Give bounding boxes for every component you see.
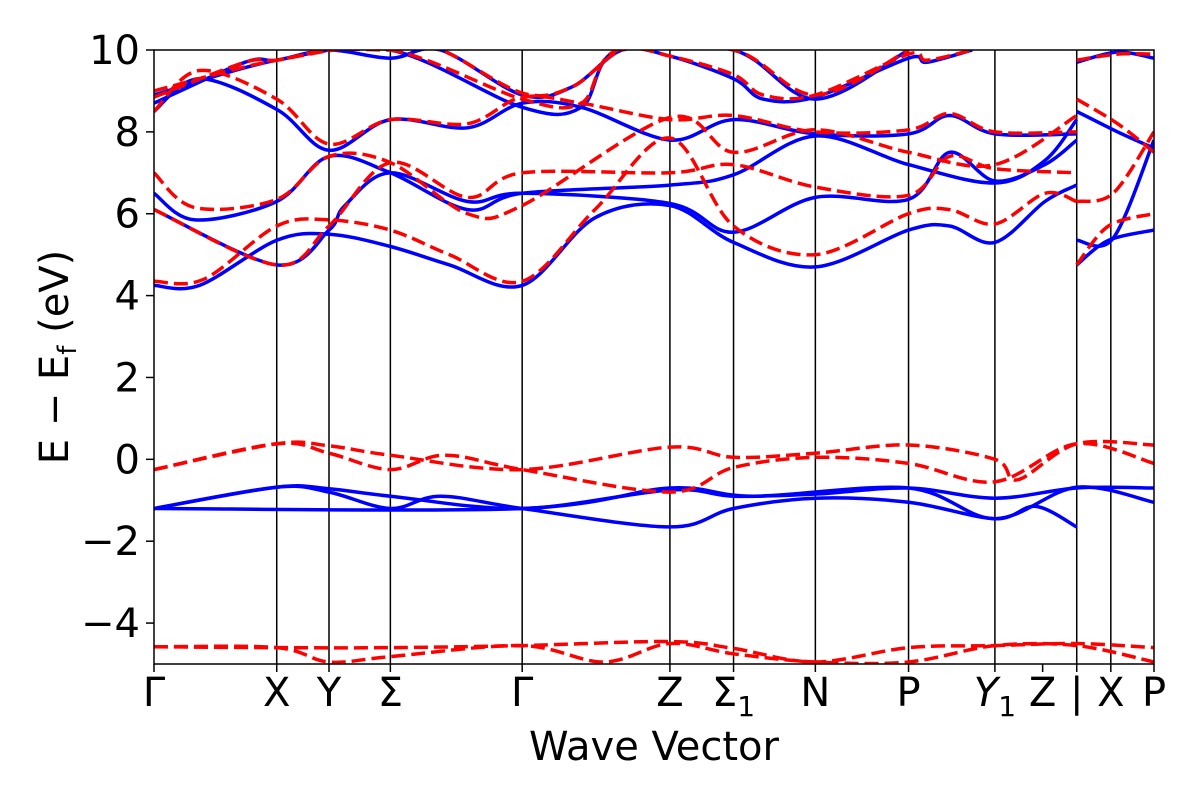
band-dashed-red bbox=[154, 441, 1154, 494]
y-tick-label: 10 bbox=[89, 28, 140, 74]
x-tick-label: Z bbox=[656, 670, 683, 716]
y-axis-title: E − Ef (eV) bbox=[32, 250, 83, 465]
band-solid-blue bbox=[154, 485, 1154, 521]
x-tick-label: P bbox=[896, 670, 920, 716]
x-tick-label: Γ bbox=[143, 670, 166, 716]
y-tick-label: 8 bbox=[115, 110, 140, 156]
y-axis-title-unit: (eV) bbox=[32, 250, 78, 346]
band-solid-blue bbox=[154, 118, 1079, 222]
x-tick-label: X bbox=[263, 670, 290, 716]
x-tick-label: N bbox=[800, 670, 830, 716]
band-dashed-red bbox=[1076, 130, 1154, 204]
x-axis-title: Wave Vector bbox=[529, 724, 780, 770]
y-tick-label: 6 bbox=[115, 192, 140, 238]
plot-frame bbox=[153, 49, 1155, 665]
band-solid-blue bbox=[1075, 228, 1154, 267]
x-tick-label: X bbox=[1097, 670, 1124, 716]
y-tick-label: −2 bbox=[81, 519, 140, 565]
band-dashed-red bbox=[154, 114, 1078, 221]
y-axis-ticks: −4 −2 0 2 4 6 8 10 bbox=[81, 28, 154, 647]
x-tick-label: Z bbox=[1029, 670, 1056, 716]
band-dashed-red bbox=[1075, 211, 1154, 267]
y-axis-title-main: E − E bbox=[32, 355, 78, 465]
band-solid-blue bbox=[1075, 109, 1154, 150]
band-dashed-red bbox=[154, 153, 1077, 267]
band-solid-blue bbox=[154, 183, 1078, 291]
y-axis-title-subscript: f bbox=[53, 345, 83, 355]
x-tick-label: Γ bbox=[511, 670, 534, 716]
band-dashed-red bbox=[154, 68, 1077, 147]
band-dashed-red bbox=[154, 50, 910, 110]
y-tick-label: −4 bbox=[81, 601, 140, 647]
y-tick-label: 4 bbox=[115, 274, 140, 320]
band-lines bbox=[154, 50, 1154, 664]
y-tick-label: 0 bbox=[115, 437, 140, 483]
band-dashed-red bbox=[1075, 97, 1154, 154]
kpoint-lines bbox=[275, 50, 1112, 664]
band-dashed-red bbox=[154, 439, 1154, 482]
x-tick-label: P bbox=[1142, 670, 1166, 716]
band-dashed-red bbox=[154, 136, 1078, 286]
band-solid-blue bbox=[154, 76, 1077, 153]
x-axis-ticks: Γ X Y Σ Γ Z Σ1 N P Y1 Z | X P bbox=[143, 664, 1166, 723]
x-tick-label: Y1 bbox=[974, 670, 1016, 723]
band-dashed-red bbox=[1076, 51, 1154, 62]
band-solid-blue bbox=[154, 484, 1154, 511]
band-solid-blue bbox=[1076, 139, 1154, 248]
x-tick-label: Σ1 bbox=[712, 670, 755, 723]
y-tick-label: 2 bbox=[115, 355, 140, 401]
x-tick-label: | bbox=[1070, 670, 1083, 716]
band-dashed-red bbox=[154, 641, 1154, 664]
x-tick-label: Y bbox=[316, 670, 342, 716]
x-tick-label: Σ bbox=[378, 670, 403, 716]
